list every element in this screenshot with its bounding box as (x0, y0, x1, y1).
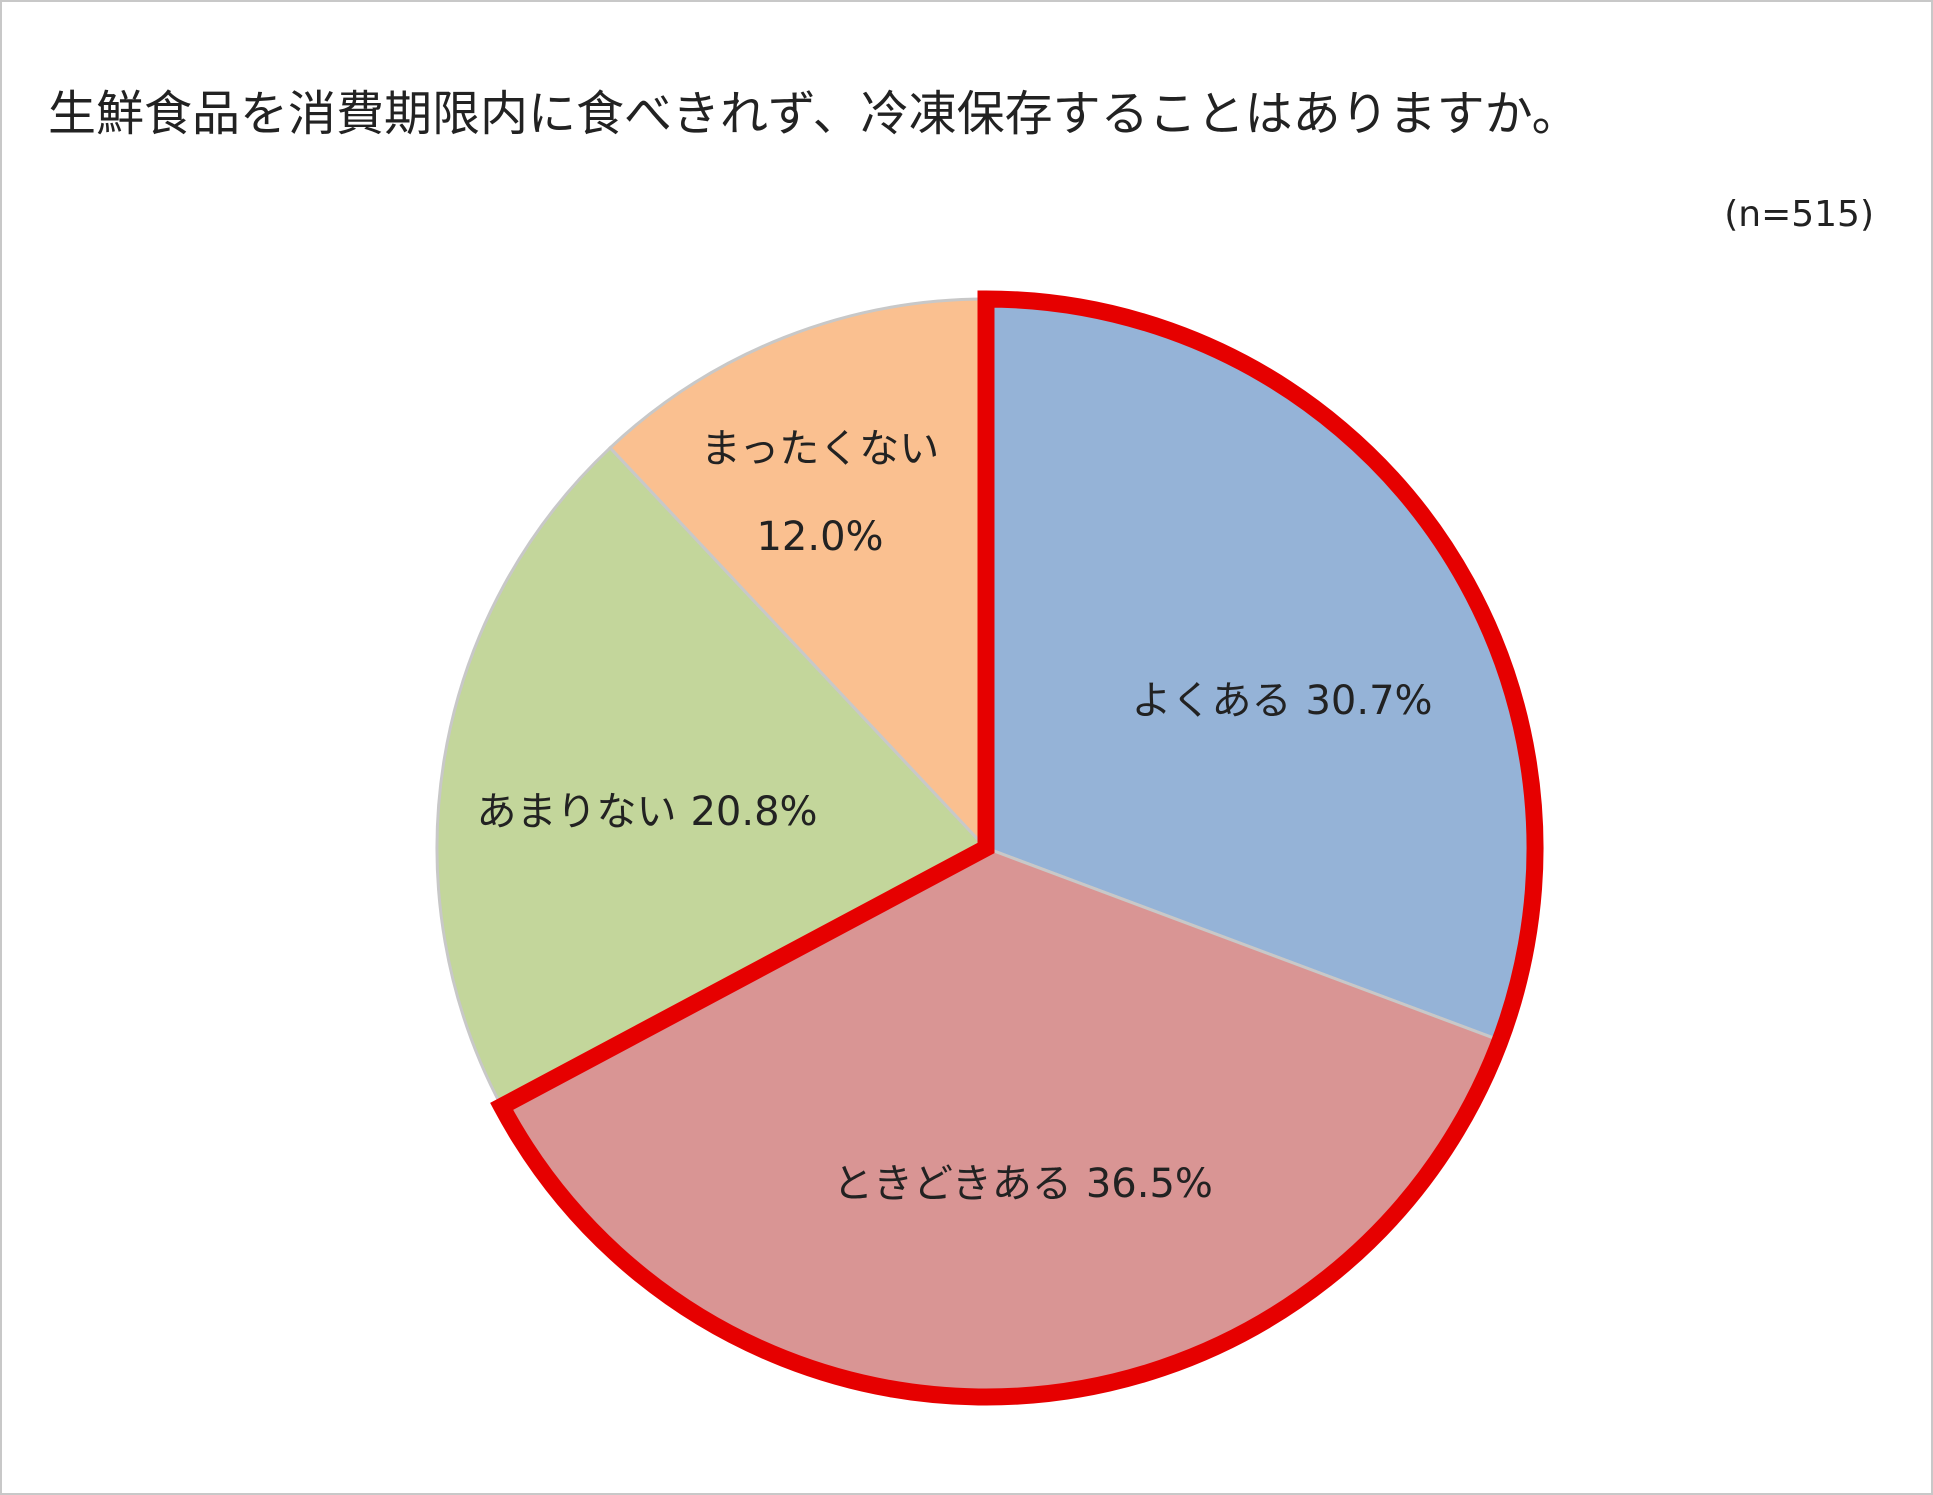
data-label: あまりない 20.8% (476, 789, 817, 835)
data-label-category: あまりない (476, 789, 676, 835)
data-label-value: 36.5% (1086, 1161, 1213, 1207)
pie-slice (608, 297, 988, 852)
data-label-category: ときどきある (833, 1161, 1072, 1207)
data-label-category: まったくない (701, 426, 939, 472)
data-label-category: よくある (1131, 678, 1291, 724)
data-label-value: 12.0% (756, 514, 883, 560)
data-label-value: 30.7% (1305, 678, 1432, 724)
data-label-value: 20.8% (690, 789, 817, 835)
data-label: ときどきある 36.5% (833, 1161, 1213, 1207)
chart-title: 生鮮食品を消費期限内に食べきれず、冷凍保存することはありますか。 (48, 86, 1580, 142)
chart-subtitle: (n=515) (1724, 194, 1874, 235)
data-label: よくある 30.7% (1131, 678, 1432, 724)
highlight-outline (490, 290, 1544, 1406)
pie-slice (435, 445, 989, 1109)
